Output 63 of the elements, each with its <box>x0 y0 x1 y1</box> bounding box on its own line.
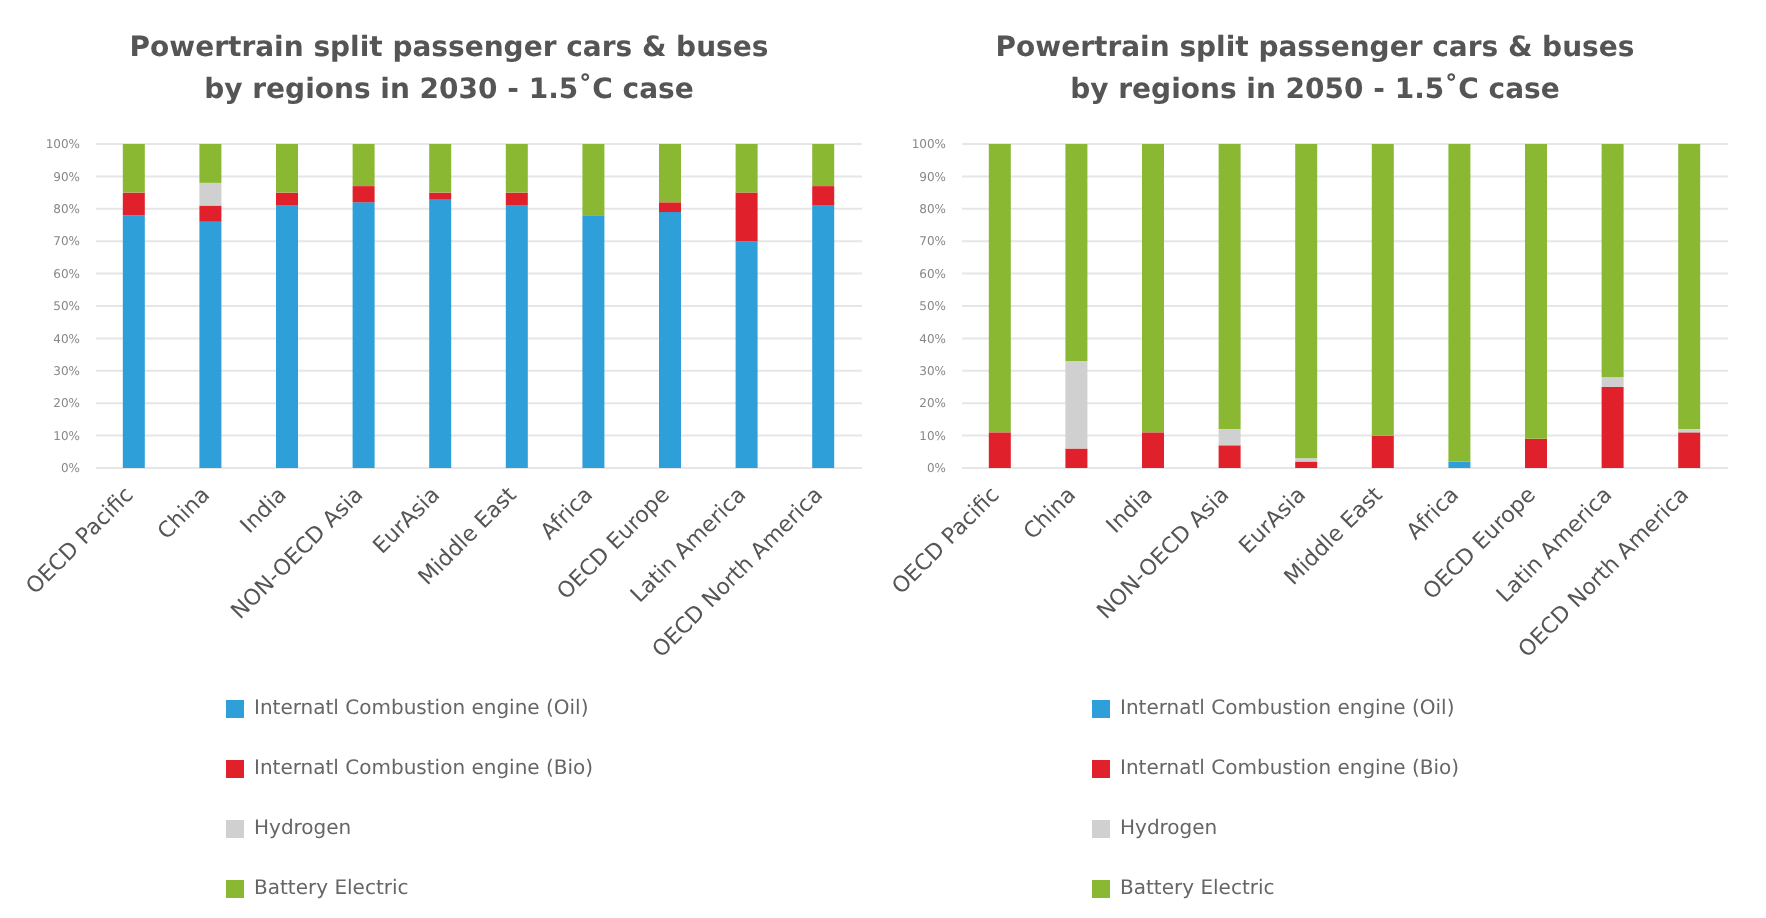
bar <box>352 186 375 203</box>
bar <box>988 144 1011 433</box>
bar <box>1218 429 1241 446</box>
bar <box>1371 144 1394 436</box>
legend-label: Battery Electric <box>254 877 409 899</box>
bar <box>276 144 299 193</box>
legend-label: Hydrogen <box>1120 817 1218 839</box>
bar <box>659 212 682 468</box>
bar <box>429 199 452 468</box>
bar <box>352 202 375 468</box>
bar <box>1448 144 1471 462</box>
chart-title: Powertrain split passenger cars & buses by regions in 2050 - 1.5˚C case <box>993 30 1637 110</box>
legend-label: Battery Electric <box>1120 877 1275 899</box>
bar <box>1525 144 1548 439</box>
bar <box>1525 438 1548 468</box>
legend-label: Internatl Combustion engine (Bio) <box>254 757 594 779</box>
bar <box>988 432 1011 468</box>
bar <box>1601 387 1624 468</box>
bar <box>735 192 758 242</box>
bar <box>1142 432 1165 468</box>
bar <box>659 202 682 213</box>
bar <box>1295 144 1318 459</box>
bar <box>659 144 682 203</box>
bar <box>1065 144 1088 362</box>
bar <box>735 144 758 193</box>
bar <box>1678 144 1701 430</box>
bar <box>582 215 605 468</box>
bar <box>1371 435 1394 468</box>
bar <box>276 192 299 206</box>
bar <box>812 144 835 187</box>
bar <box>1601 377 1624 387</box>
bar <box>735 241 758 468</box>
legend-label: Internatl Combustion engine (Bio) <box>1120 757 1460 779</box>
bar <box>1448 461 1471 468</box>
bar <box>1295 461 1318 468</box>
bar <box>1601 144 1624 378</box>
bar <box>199 144 222 183</box>
bar <box>122 144 145 193</box>
bar <box>122 215 145 468</box>
bar <box>505 192 528 206</box>
bar <box>429 192 452 200</box>
bar <box>582 144 605 216</box>
bar <box>199 205 222 222</box>
bar <box>505 144 528 193</box>
bar <box>1678 432 1701 468</box>
bar <box>812 205 835 468</box>
bar <box>352 144 375 187</box>
bar <box>199 182 222 206</box>
bar <box>1142 144 1165 433</box>
bar <box>276 205 299 468</box>
legend-label: Internatl Combustion engine (Oil) <box>254 697 589 719</box>
bar <box>1065 448 1088 468</box>
bar <box>199 221 222 468</box>
bar <box>505 205 528 468</box>
bar <box>429 144 452 193</box>
chart-title: Powertrain split passenger cars & buses by regions in 2030 - 1.5˚C case <box>127 30 771 110</box>
bar <box>1218 445 1241 468</box>
bar <box>1065 361 1088 449</box>
bar <box>812 186 835 206</box>
bar <box>122 192 145 216</box>
legend-label: Hydrogen <box>254 817 352 839</box>
bar <box>1218 144 1241 430</box>
legend-label: Internatl Combustion engine (Oil) <box>1120 697 1455 719</box>
